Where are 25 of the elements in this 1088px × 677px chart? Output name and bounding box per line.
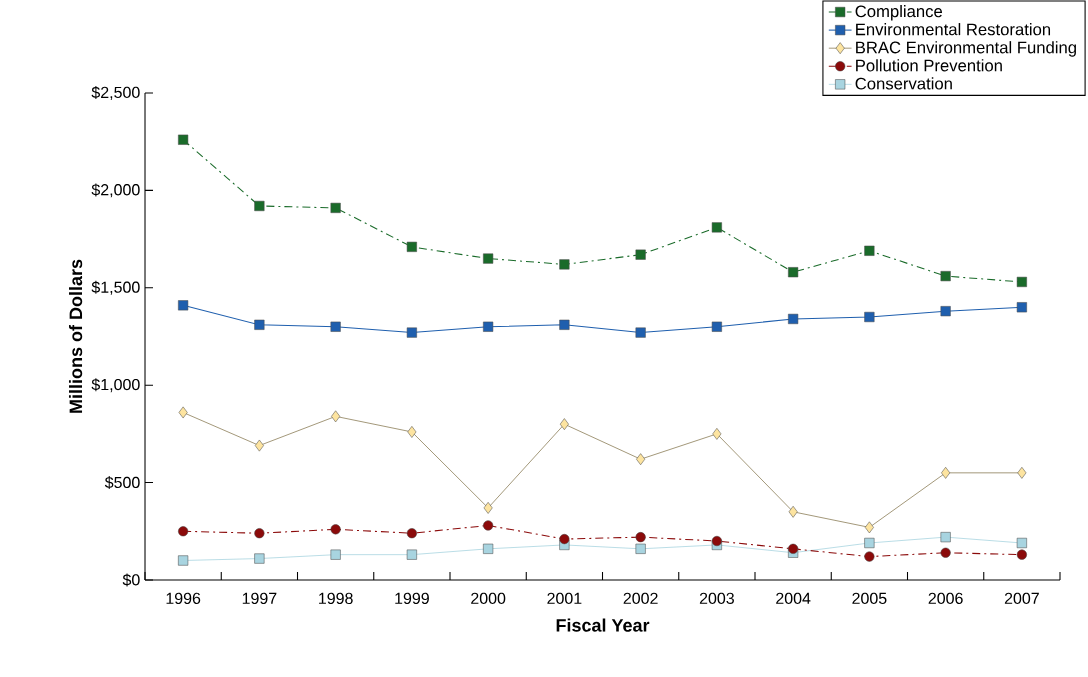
x-tick-label: 1999 [395,592,429,605]
x-tick-label: 2000 [471,592,506,605]
x-tick-label: 2006 [928,592,963,605]
y-tick-label: $1,500 [91,280,140,295]
legend-label: Compliance [855,4,943,21]
legend-label: Environmental Restoration [856,23,1051,36]
x-tick-label: 2001 [547,592,582,605]
x-tick-label: 2002 [623,592,658,605]
x-tick-label: 2003 [699,592,734,605]
y-tick-label: $0 [122,573,140,587]
y-tick-label: $1,000 [91,378,140,393]
x-tick-label: 2005 [852,592,887,605]
legend-label: BRAC Environmental Funding [856,41,1076,57]
y-axis-title: Millions of Dollars [68,259,83,413]
x-tick-label: 1997 [242,592,277,605]
x-tick-label: 2007 [1004,592,1039,605]
x-tick-label: 2004 [776,592,811,605]
y-tick-label: $2,000 [91,183,140,198]
x-axis-title: Fiscal Year [556,618,650,632]
y-tick-label: $500 [104,476,140,490]
legend-label: Conservation [855,77,952,90]
y-tick-label: $2,500 [91,86,140,100]
x-tick-label: 1998 [319,592,353,605]
x-tick-label: 1996 [166,592,201,605]
legend-label: Pollution Prevention [856,59,1002,72]
